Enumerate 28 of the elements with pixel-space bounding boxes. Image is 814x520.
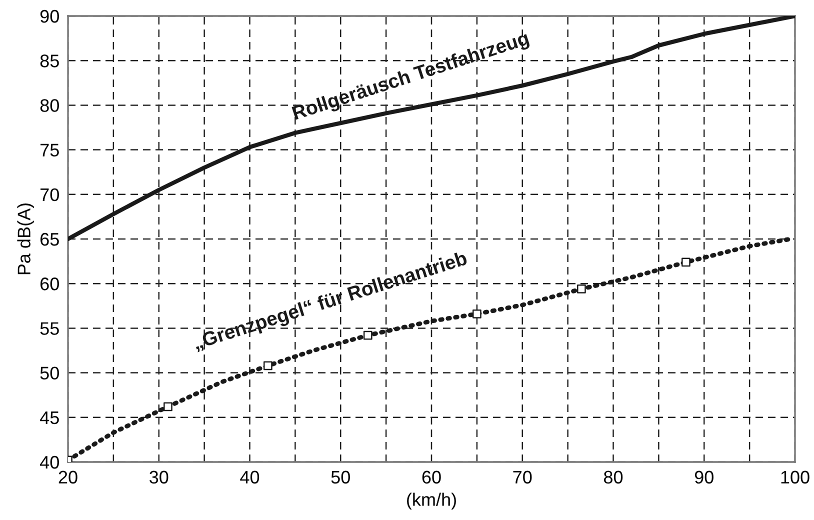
y-tick-label: 80 — [40, 99, 59, 112]
y-tick-label: 70 — [40, 188, 59, 202]
y-tick-label: 75 — [40, 144, 59, 157]
x-tick-label: 100 — [781, 470, 810, 484]
y-tick-label: 45 — [40, 412, 59, 424]
x-axis-title: (km/h) — [407, 492, 456, 510]
y-axis-title: Pa dB(A) — [17, 203, 34, 274]
point — [472, 310, 482, 318]
x-tick-label: 60 — [422, 470, 441, 484]
point — [682, 258, 690, 267]
y-tick-label: 40 — [40, 456, 59, 469]
y-tick-label: 50 — [40, 366, 59, 380]
point — [363, 330, 372, 340]
y-tick-label: 90 — [40, 10, 59, 23]
point — [164, 402, 172, 412]
point — [263, 361, 272, 370]
x-tick-label: 90 — [694, 470, 714, 484]
x-tick-label: 40 — [240, 470, 260, 484]
point — [577, 284, 586, 294]
x-tick-label: 50 — [331, 470, 350, 484]
x-tick-label: 80 — [604, 470, 623, 484]
x-tick-label: 70 — [513, 470, 532, 484]
x-tick-label: 20 — [58, 470, 78, 484]
y-tick-label: 60 — [40, 278, 59, 290]
y-tick-label: 65 — [40, 232, 59, 246]
y-tick-label: 55 — [40, 322, 59, 335]
x-tick-label: 30 — [150, 470, 168, 484]
y-tick-label: 85 — [40, 54, 59, 68]
